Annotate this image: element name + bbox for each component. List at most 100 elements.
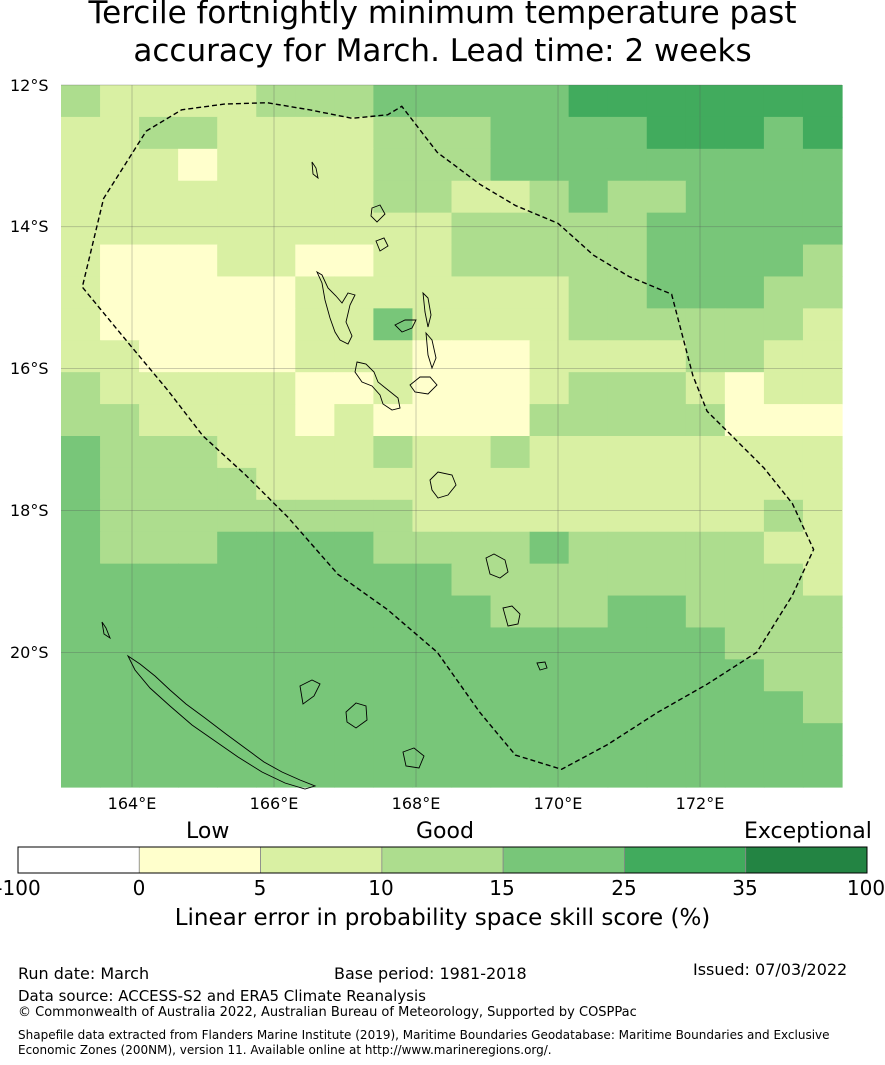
colorbar-segment: [624, 846, 747, 874]
grid-cell: [178, 308, 218, 341]
grid-cell: [607, 340, 648, 373]
grid-cell: [412, 148, 453, 182]
grid-cell: [451, 244, 492, 278]
data-source: Data source: ACCESS-S2 and ERA5 Climate …: [18, 987, 426, 1005]
grid-cell: [61, 691, 101, 724]
grid-cell: [685, 531, 726, 565]
grid-cell: [529, 436, 570, 469]
grid-cell: [178, 659, 218, 692]
grid-cell: [529, 212, 570, 246]
grid-cell: [763, 372, 804, 405]
grid-cell: [256, 85, 296, 118]
grid-cell: [802, 755, 843, 788]
grid-cell: [61, 755, 101, 788]
grid-cell: [139, 436, 179, 469]
grid-cell: [412, 691, 453, 724]
grid-cell: [412, 563, 453, 597]
grid-cell: [490, 308, 531, 341]
grid-cell: [61, 180, 101, 214]
grid-cell: [568, 723, 609, 756]
grid-cell: [529, 531, 570, 565]
grid-cell: [139, 755, 179, 788]
colorbar-tick: -100: [0, 876, 41, 900]
grid-cell: [568, 563, 609, 597]
grid-cell: [412, 723, 453, 756]
grid-cell: [178, 595, 218, 629]
colorbar: [17, 846, 868, 874]
grid-cell: [724, 563, 765, 597]
grid-cell: [256, 595, 296, 629]
grid-cell: [646, 755, 687, 788]
grid-cell: [178, 148, 218, 182]
grid-cell: [724, 691, 765, 724]
grid-cell: [256, 116, 296, 150]
grid-cell: [763, 723, 804, 756]
grid-cell: [763, 244, 804, 278]
grid-cell: [802, 340, 843, 373]
lon-label-166e: 166°E: [249, 794, 299, 813]
grid-cell: [256, 212, 296, 246]
grid-cell: [763, 340, 804, 373]
grid-cell: [763, 627, 804, 660]
grid-cell: [607, 627, 648, 660]
grid-cell: [802, 467, 843, 501]
grid-cell: [802, 148, 843, 182]
grid-cell: [412, 404, 453, 437]
grid-cell: [451, 404, 492, 437]
grid-cell: [217, 531, 257, 565]
grid-cell: [217, 467, 257, 501]
grid-cell: [763, 180, 804, 214]
colorbar-tick: 25: [611, 876, 637, 900]
grid-cell: [451, 180, 492, 214]
grid-cell: [607, 436, 648, 469]
grid-cell: [256, 372, 296, 405]
grid-cell: [490, 276, 531, 309]
grid-cell: [607, 563, 648, 597]
grid-cell: [373, 340, 414, 373]
colorbar-category-low: Low: [186, 819, 230, 844]
grid-cell: [529, 404, 570, 437]
grid-cell: [490, 627, 531, 660]
lat-label-18s: 18°S: [10, 501, 49, 520]
grid-cell: [802, 723, 843, 756]
grid-cell: [646, 595, 687, 629]
grid-cell: [373, 691, 414, 724]
grid-cell: [568, 276, 609, 309]
grid-cell: [529, 499, 570, 533]
grid-cell: [334, 148, 374, 182]
grid-cell: [802, 627, 843, 660]
grid-cell: [490, 180, 531, 214]
grid-cell: [139, 340, 179, 373]
island-new-caledonia: [126, 654, 317, 790]
grid-cell: [139, 563, 179, 597]
grid-cell: [178, 372, 218, 405]
grid-cell: [451, 436, 492, 469]
grid-cell: [490, 85, 531, 118]
grid-cell: [568, 499, 609, 533]
grid-cell: [178, 85, 218, 118]
grid-cell: [685, 659, 726, 692]
grid-cell: [412, 627, 453, 660]
island-aneityum: [536, 661, 548, 671]
grid-cell: [139, 244, 179, 278]
grid-cell: [724, 404, 765, 437]
colorbar-segment: [260, 846, 383, 874]
grid-cell: [490, 116, 531, 150]
grid-cell: [451, 659, 492, 692]
grid-cell: [412, 116, 453, 150]
grid-cell: [685, 148, 726, 182]
grid-cell: [256, 723, 296, 756]
copyright: © Commonwealth of Australia 2022, Austra…: [18, 1005, 637, 1020]
grid-cell: [373, 148, 414, 182]
grid-cell: [178, 212, 218, 246]
grid-cell: [334, 723, 374, 756]
grid-cell: [646, 244, 687, 278]
grid-cell: [373, 595, 414, 629]
grid-cell: [451, 148, 492, 182]
grid-cell: [646, 467, 687, 501]
grid-cell: [724, 659, 765, 692]
colorbar-tick: 35: [732, 876, 758, 900]
grid-cell: [529, 627, 570, 660]
grid-cell: [451, 85, 492, 118]
grid-cell: [646, 404, 687, 437]
